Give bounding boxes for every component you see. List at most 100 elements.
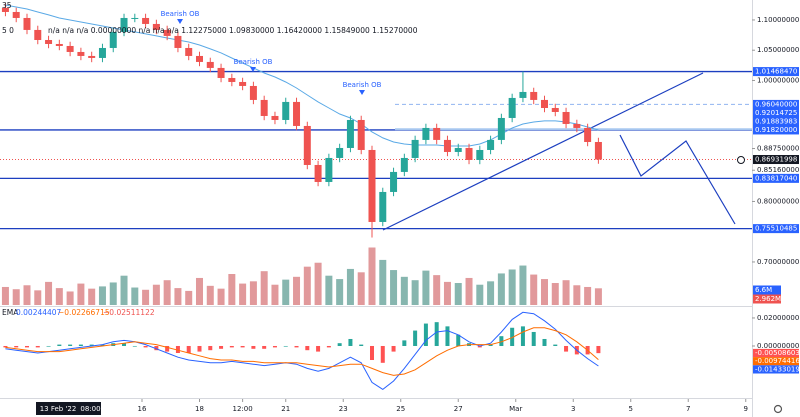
level-box (753, 108, 799, 118)
volume-bar (551, 283, 559, 305)
candle-body (573, 123, 581, 128)
x-tick-label: 9 (744, 405, 748, 413)
candle-body (260, 99, 268, 116)
macd-hist-bar (510, 327, 515, 346)
macd-hist-bar (14, 345, 19, 348)
macd-hist-bar (316, 345, 321, 352)
macd-hist-bar (143, 345, 148, 348)
macd-hist-bar (488, 344, 493, 346)
macd-hist-bar (89, 344, 94, 346)
macd-hist-bar (369, 345, 374, 361)
level-label: 0.91883983 (755, 117, 797, 125)
annotation: Bearish OB (234, 58, 273, 66)
volume-bar (88, 288, 96, 305)
volume-bar (422, 270, 430, 305)
x-tick-label: 27 (454, 405, 463, 413)
candle-body (540, 99, 548, 108)
macd-hist-bar (445, 326, 450, 346)
volume-bar (174, 288, 182, 305)
macd-label: -0.01433019 (755, 365, 800, 373)
volume-bar (314, 262, 322, 305)
volume-bar (239, 283, 247, 305)
candle-body (325, 157, 333, 182)
candle-body (584, 127, 592, 142)
projection-path (619, 134, 736, 225)
macd-hist-bar (262, 345, 267, 349)
candle-body (228, 77, 236, 82)
macd-hist-bar (272, 345, 277, 348)
macd-hist-bar (348, 338, 353, 346)
volume-bar (303, 266, 311, 305)
trend-line (382, 72, 704, 231)
x-tick-label: 3 (571, 405, 575, 413)
volume-bar (325, 275, 333, 305)
volume-bar (142, 289, 150, 305)
macd-value: 0.00244407 (16, 308, 62, 317)
volume-bar (540, 279, 548, 305)
candle-body (239, 81, 247, 86)
macd-hist-bar (380, 345, 385, 363)
volume-bar (584, 286, 592, 305)
volume-bar (249, 281, 257, 305)
volume-bar (346, 268, 354, 305)
volume-label: 6.6M (755, 286, 772, 294)
candle-body (77, 51, 85, 56)
candle-body (465, 147, 473, 160)
x-tick-label: Mar (509, 405, 522, 413)
macd-hist-bar (456, 334, 461, 346)
macd-hist-bar (391, 345, 396, 352)
level-label: 0.75510485 (755, 225, 797, 233)
level-label: 0.96040000 (755, 100, 797, 108)
candle-body (551, 107, 559, 112)
candle-body (346, 119, 354, 148)
candle-body (530, 91, 538, 100)
volume-bar (465, 277, 473, 305)
volume-bar (66, 291, 74, 305)
volume-bar (152, 284, 160, 305)
price-icon[interactable] (737, 156, 745, 164)
axis-layer: 1.10000000 1.05000000 1.00000000 0.88750000… (138, 16, 800, 413)
x-tick-label: 23 (339, 405, 348, 413)
volume-bar (400, 276, 408, 305)
level-label: 0.83817040 (755, 174, 797, 182)
macd-hist-bar (240, 345, 245, 348)
macd-hist-bar (423, 323, 428, 346)
volume-bar (12, 289, 20, 305)
volume-bar (185, 290, 193, 305)
annotation-marker (250, 67, 256, 72)
level-layer (0, 70, 752, 230)
macd-hist-bar (402, 340, 407, 346)
legend-fragment: 35 (2, 1, 12, 10)
macd-hist-bar (531, 331, 536, 346)
time-box-time: 08:00 (80, 405, 100, 413)
macd-hist-bar (100, 344, 105, 346)
volume-bar (454, 283, 462, 305)
candle-body (357, 119, 365, 150)
y-tick-label: 0.85160000 (757, 166, 799, 174)
candle-body (594, 141, 602, 160)
volume-bar (379, 259, 387, 305)
candle-body (411, 139, 419, 158)
macd-hist-bar (154, 345, 159, 351)
annotation-marker (359, 90, 365, 95)
candle-body (390, 171, 398, 192)
macd-hist-bar (499, 336, 504, 346)
volume-bar (34, 290, 42, 305)
macd-hist-bar (219, 345, 224, 349)
macd-hist-bar (197, 345, 202, 352)
candle-body (508, 97, 516, 118)
macd-hist-bar (57, 344, 62, 346)
candle-body (454, 147, 462, 152)
settings-icon[interactable] (773, 404, 783, 414)
macd-hist-bar (434, 322, 439, 346)
volume-bar (530, 274, 538, 305)
annotation-marker (177, 19, 183, 24)
volume-bar (260, 271, 268, 305)
candle-body (185, 47, 193, 56)
volume-bar (109, 282, 117, 305)
candle-body (336, 147, 344, 158)
volume-box (753, 285, 781, 295)
plot-layer: Bearish OB Bearish OB Bearish OB (1, 3, 602, 391)
candle-body (174, 35, 182, 48)
x-tick-label: 25 (396, 405, 405, 413)
